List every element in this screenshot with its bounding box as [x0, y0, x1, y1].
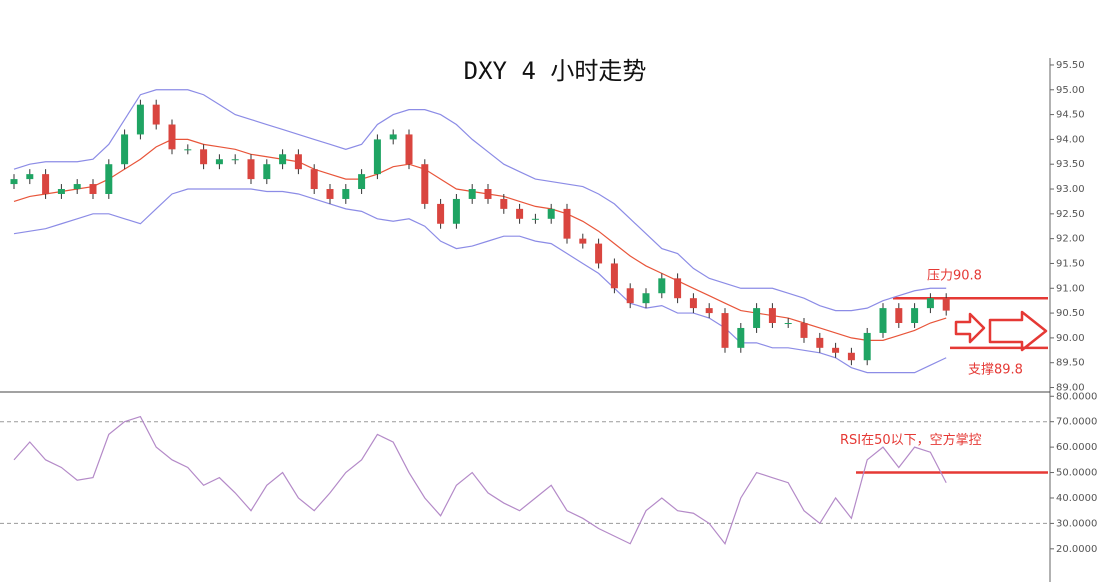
candle-body [484, 189, 492, 199]
candle-body [26, 174, 34, 180]
candle-body [816, 337, 824, 348]
candle-body [105, 164, 113, 194]
annotation: 支撑89.8 [968, 362, 1023, 377]
candle-body [942, 298, 950, 311]
y-tick-label: 80.0000 [1056, 391, 1097, 402]
y-tick-label: 40.0000 [1056, 493, 1097, 504]
candle-body [626, 288, 634, 304]
rsi-line [13, 415, 947, 545]
candle-body [279, 154, 287, 165]
candle-body [247, 159, 255, 180]
candle-body [863, 332, 871, 361]
candle-body [500, 198, 508, 209]
candle-body [705, 308, 713, 314]
arrow [954, 312, 986, 344]
candle-body [547, 208, 555, 219]
y-tick-label: 93.00 [1056, 184, 1085, 195]
candle-body [610, 263, 618, 289]
candle-body [642, 293, 650, 304]
candle-body [405, 134, 413, 165]
y-tick-label: 20.0000 [1056, 544, 1097, 555]
y-tick-label: 50.0000 [1056, 468, 1097, 479]
y-tick-label: 92.00 [1056, 234, 1085, 245]
candle-body [847, 352, 855, 361]
y-tick-label: 93.50 [1056, 159, 1085, 170]
candle-body [895, 308, 903, 324]
candle-body [689, 298, 697, 309]
y-tick-label: 91.00 [1056, 283, 1085, 294]
candle-body [421, 164, 429, 204]
candle-body [721, 313, 729, 348]
candle-body [152, 104, 160, 125]
arrows [954, 310, 1048, 352]
candle-body [468, 189, 476, 199]
y-tick-label: 90.00 [1056, 333, 1085, 344]
candle-body [452, 198, 460, 224]
candle-body [579, 238, 587, 244]
candle-body [89, 184, 97, 194]
band-line [13, 188, 947, 374]
y-tick-label: 92.50 [1056, 209, 1085, 220]
candle-body [832, 347, 840, 353]
y-tick-label: 94.00 [1056, 134, 1085, 145]
y-tick-label: 89.00 [1056, 383, 1085, 394]
y-tick-label: 95.00 [1056, 85, 1085, 96]
chart-title: DXY 4 小时走势 [464, 57, 647, 85]
y-tick-label: 94.50 [1056, 110, 1085, 121]
candle-body [42, 174, 50, 194]
band-line [13, 89, 947, 312]
candle-body [121, 134, 129, 165]
candle-body [389, 134, 397, 140]
candle-body [373, 139, 381, 175]
y-tick-label: 90.50 [1056, 308, 1085, 319]
candle-body [200, 149, 208, 165]
arrow [988, 310, 1048, 352]
candle-body [531, 218, 539, 220]
band-line [13, 138, 947, 341]
candle-body [437, 203, 445, 224]
y-tick-label: 60.0000 [1056, 442, 1097, 453]
candle-body [784, 323, 792, 325]
candle-body [737, 327, 745, 348]
candle-body [215, 159, 223, 165]
candle-body [136, 104, 144, 135]
y-tick-label: 91.50 [1056, 258, 1085, 269]
candle-body [263, 164, 271, 180]
candle-body [168, 124, 176, 150]
candle-body [73, 184, 81, 190]
candle-body [57, 189, 65, 194]
candle-body [658, 278, 666, 294]
y-tick-label: 70.0000 [1056, 417, 1097, 428]
candle-body [911, 308, 919, 324]
candle-body [879, 308, 887, 333]
candle-body [326, 189, 334, 199]
annotation: RSI在50以下，空方掌控 [840, 432, 982, 448]
candle-body [563, 208, 571, 239]
y-tick-label: 95.50 [1056, 60, 1085, 71]
candle-body [294, 154, 302, 170]
candle-body [753, 308, 761, 328]
candle-body [310, 169, 318, 190]
candle-body [342, 189, 350, 199]
candle-body [674, 278, 682, 299]
candle-body [595, 243, 603, 264]
candle-body [358, 174, 366, 190]
candle-body [768, 308, 776, 324]
candle-body [231, 159, 239, 161]
y-tick-label: 30.0000 [1056, 518, 1097, 529]
candle-body [10, 179, 18, 185]
candle-body [184, 149, 192, 151]
candle-body [800, 323, 808, 338]
y-tick-label: 89.50 [1056, 358, 1085, 369]
candle-body [926, 298, 934, 309]
candle-body [516, 208, 524, 219]
annotation: 压力90.8 [927, 269, 982, 284]
